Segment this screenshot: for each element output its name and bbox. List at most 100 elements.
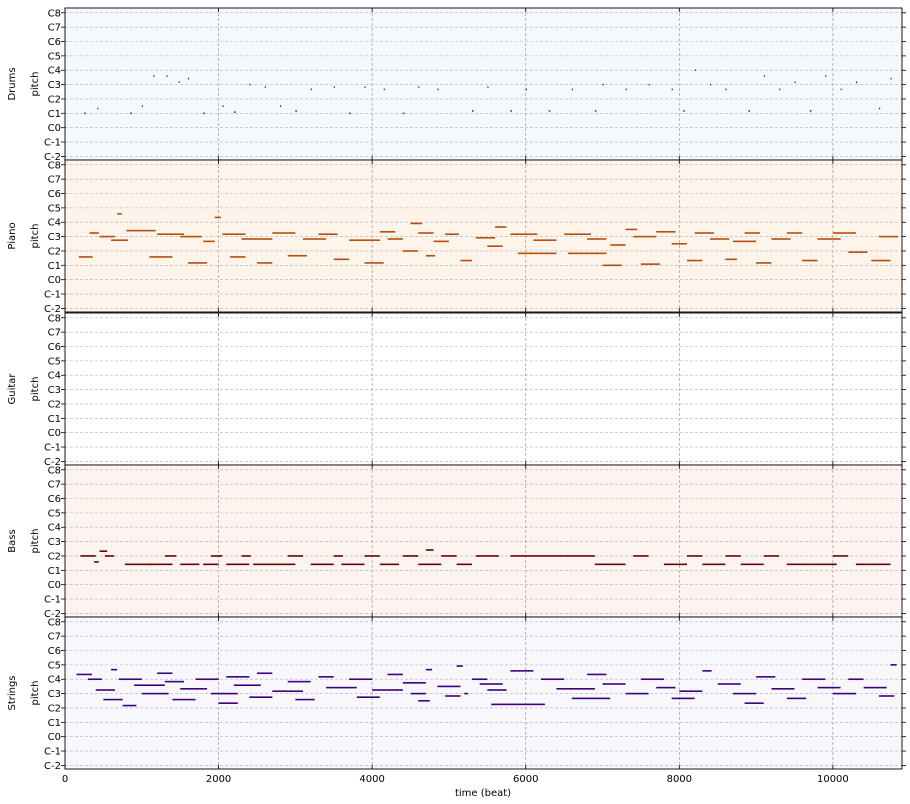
note-segment — [445, 695, 461, 697]
note-segment — [587, 673, 607, 676]
track-panels: C-2 C-1 C0 C1 C2 C3 C4 C5 C6 C7 C8 Drums pitch C-2 C-1… — [7, 7, 906, 772]
note-segment — [333, 258, 350, 261]
y-tick-label: C-2 — [44, 761, 61, 772]
note-segment — [287, 254, 307, 257]
note-segment — [648, 83, 650, 86]
y-tick-label: C1 — [48, 566, 61, 577]
note-segment — [567, 252, 607, 255]
note-segment — [725, 88, 727, 91]
note-segment — [890, 664, 897, 666]
note-segment — [141, 692, 169, 695]
note-segment — [679, 690, 703, 693]
note-segment — [126, 229, 156, 232]
note-segment — [809, 563, 837, 566]
note-segment — [111, 239, 128, 241]
note-segment — [210, 692, 238, 695]
note-segment — [890, 77, 892, 80]
x-tick-label: 4000 — [359, 774, 384, 785]
y-axis-label: pitch — [30, 529, 41, 554]
note-segment — [602, 264, 622, 267]
note-segment — [625, 88, 627, 91]
note-segment — [249, 696, 273, 698]
note-segment — [256, 262, 273, 264]
track-name: Drums — [7, 67, 18, 100]
note-segment — [686, 259, 703, 262]
y-tick-label: C-2 — [44, 457, 61, 468]
y-axis-label: pitch — [30, 72, 41, 97]
panel-background — [65, 313, 902, 465]
y-tick-label: C3 — [48, 385, 61, 396]
note-segment — [479, 683, 503, 685]
note-segment — [518, 252, 557, 255]
note-segment — [402, 555, 419, 557]
note-segment — [233, 684, 261, 687]
note-segment — [475, 236, 496, 239]
note-segment — [180, 688, 208, 690]
note-segment — [95, 689, 115, 691]
y-tick-label: C4 — [48, 675, 61, 686]
note-segment — [356, 696, 380, 698]
note-segment — [241, 238, 273, 240]
note-segment — [433, 240, 449, 243]
note-segment — [253, 563, 281, 566]
note-segment — [418, 86, 420, 88]
note-segment — [779, 88, 781, 91]
note-segment — [763, 75, 765, 78]
y-axis-label: pitch — [30, 224, 41, 249]
y-tick-label: C1 — [48, 261, 61, 272]
note-segment — [241, 555, 251, 557]
x-tick-label: 6000 — [513, 774, 538, 785]
note-segment — [848, 251, 868, 253]
note-segment — [441, 555, 457, 557]
note-segment — [280, 563, 296, 566]
note-segment — [663, 563, 687, 566]
y-tick-label: C1 — [48, 718, 61, 729]
note-segment — [157, 672, 173, 675]
note-segment — [802, 259, 818, 262]
y-tick-label: C4 — [48, 218, 61, 229]
track-panel-guitar: C-2 C-1 C0 C1 C2 C3 C4 C5 C6 C7 C8 Guitar pitch — [7, 312, 906, 468]
note-segment — [187, 262, 208, 264]
note-segment — [303, 238, 327, 240]
y-tick-label: C5 — [48, 356, 61, 367]
note-segment — [349, 239, 380, 241]
note-segment — [683, 110, 685, 112]
note-segment — [326, 686, 357, 689]
panel-background — [65, 8, 902, 160]
note-segment — [310, 88, 312, 91]
note-segment — [487, 86, 489, 88]
note-segment — [633, 555, 649, 557]
note-segment — [264, 86, 266, 88]
y-tick-label: C1 — [48, 109, 61, 120]
panel-background — [65, 160, 902, 312]
y-tick-label: C7 — [48, 175, 61, 186]
note-segment — [809, 110, 812, 112]
y-tick-label: C2 — [48, 94, 61, 105]
note-segment — [510, 670, 534, 672]
note-segment — [445, 233, 459, 236]
note-segment — [878, 107, 881, 110]
y-tick-label: C0 — [48, 580, 61, 591]
y-tick-label: C-2 — [44, 304, 61, 315]
note-segment — [471, 110, 474, 112]
note-segment — [122, 704, 137, 707]
note-segment — [475, 555, 499, 557]
note-segment — [525, 88, 527, 91]
y-tick-label: C0 — [48, 428, 61, 439]
note-segment — [141, 105, 143, 107]
note-segment — [871, 259, 891, 262]
y-tick-label: C-1 — [44, 138, 61, 149]
note-segment — [379, 563, 400, 566]
note-segment — [387, 238, 403, 240]
y-tick-label: C0 — [48, 123, 61, 134]
note-segment — [748, 110, 750, 112]
note-segment — [222, 105, 224, 107]
note-segment — [333, 555, 343, 557]
note-segment — [272, 690, 304, 693]
note-segment — [272, 232, 296, 234]
note-segment — [763, 555, 780, 557]
note-segment — [164, 680, 185, 683]
note-segment — [218, 702, 238, 704]
track-panel-drums: C-2 C-1 C0 C1 C2 C3 C4 C5 C6 C7 C8 Drums pitch — [7, 7, 906, 163]
